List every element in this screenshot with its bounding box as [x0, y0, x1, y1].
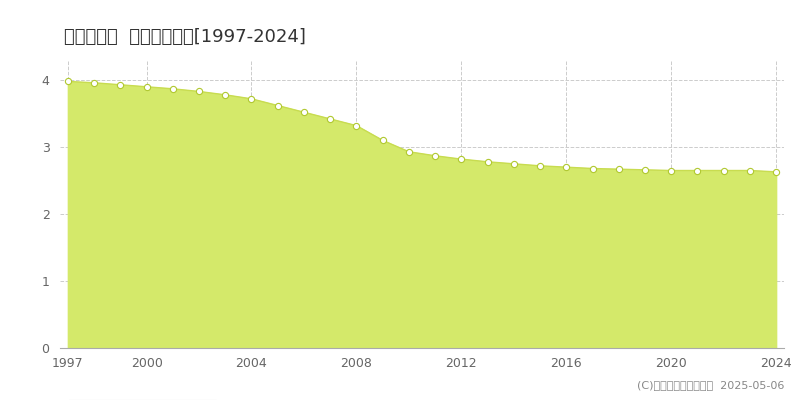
Point: [743, 167, 756, 174]
Point: [586, 165, 599, 172]
Point: [88, 80, 101, 86]
Point: [665, 167, 678, 174]
Point: [612, 166, 625, 172]
Point: [560, 164, 573, 170]
Point: [429, 152, 442, 159]
Point: [271, 102, 284, 109]
Point: [298, 109, 310, 116]
Point: [350, 122, 363, 129]
Point: [324, 116, 337, 122]
Point: [691, 167, 704, 174]
Text: 中富良野町  基準地価推移[1997-2024]: 中富良野町 基準地価推移[1997-2024]: [64, 28, 306, 46]
Point: [376, 137, 389, 144]
Point: [507, 161, 520, 167]
Point: [481, 159, 494, 165]
Point: [166, 86, 179, 92]
Point: [534, 163, 546, 169]
Point: [219, 92, 232, 98]
Point: [770, 169, 782, 175]
Point: [455, 156, 468, 162]
Point: [402, 148, 415, 155]
Point: [140, 84, 153, 90]
Text: (C)土地価格ドットコム  2025-05-06: (C)土地価格ドットコム 2025-05-06: [637, 380, 784, 390]
Point: [193, 88, 206, 95]
Point: [62, 78, 74, 85]
Point: [638, 167, 651, 173]
Point: [114, 82, 126, 88]
Point: [245, 96, 258, 102]
Point: [718, 167, 730, 174]
